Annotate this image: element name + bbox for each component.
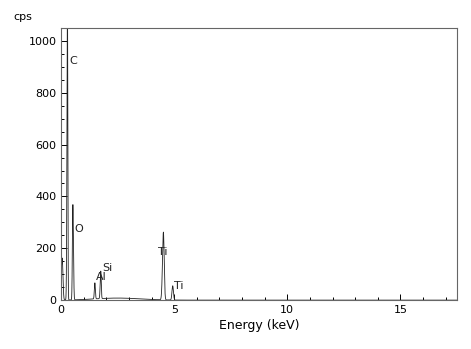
Text: Si: Si [102,262,112,273]
Text: C: C [70,57,78,66]
Text: cps: cps [14,13,32,22]
Text: O: O [75,224,83,234]
Text: Al: Al [96,272,106,282]
Text: Ti: Ti [174,281,183,291]
Text: Ti: Ti [158,247,168,257]
X-axis label: Energy (keV): Energy (keV) [219,319,299,332]
